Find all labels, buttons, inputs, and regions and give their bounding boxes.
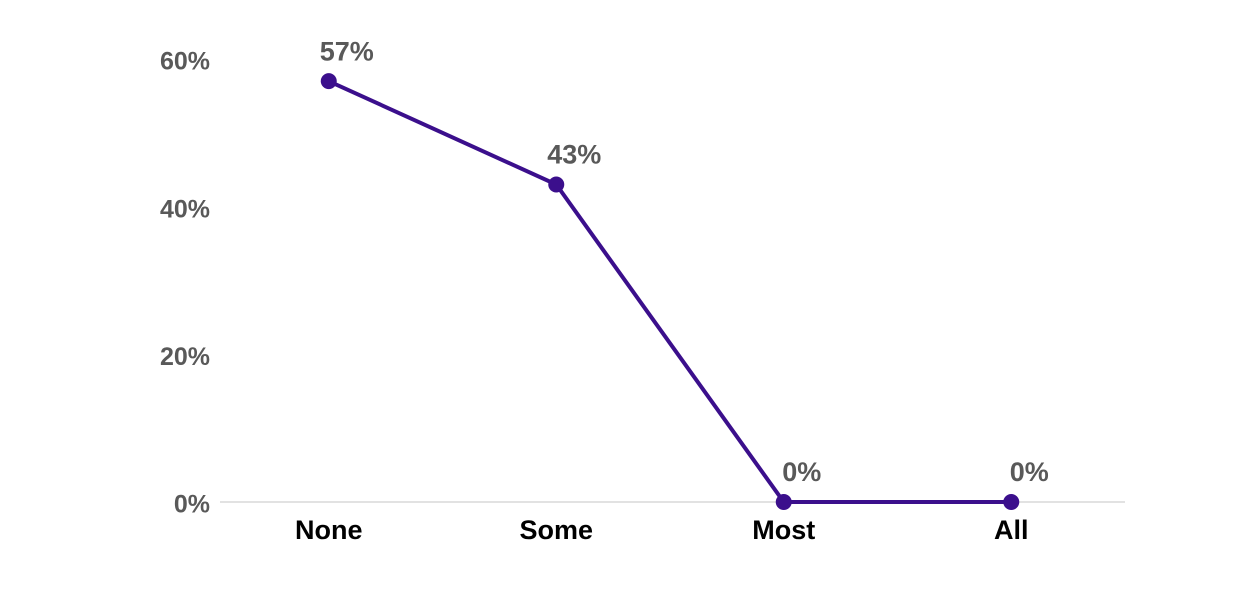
data-label: 57% [320,36,374,66]
line [327,79,1012,504]
y-tick-label: 40% [160,195,210,223]
x-tick-label: Most [752,515,815,545]
x-tick-label: Some [519,515,593,545]
point [320,73,337,90]
data-label: 0% [782,457,821,487]
y-tick-label: 0% [174,491,210,519]
point [1003,494,1020,510]
point [548,176,565,193]
x-tick-label: All [994,515,1029,545]
point [775,494,792,510]
x-tick-label: None [295,515,363,545]
y-tick-label: 60% [160,48,210,76]
y-tick-label: 20% [160,343,210,371]
data-label: 43% [547,140,601,170]
data-label: 0% [1010,457,1049,487]
